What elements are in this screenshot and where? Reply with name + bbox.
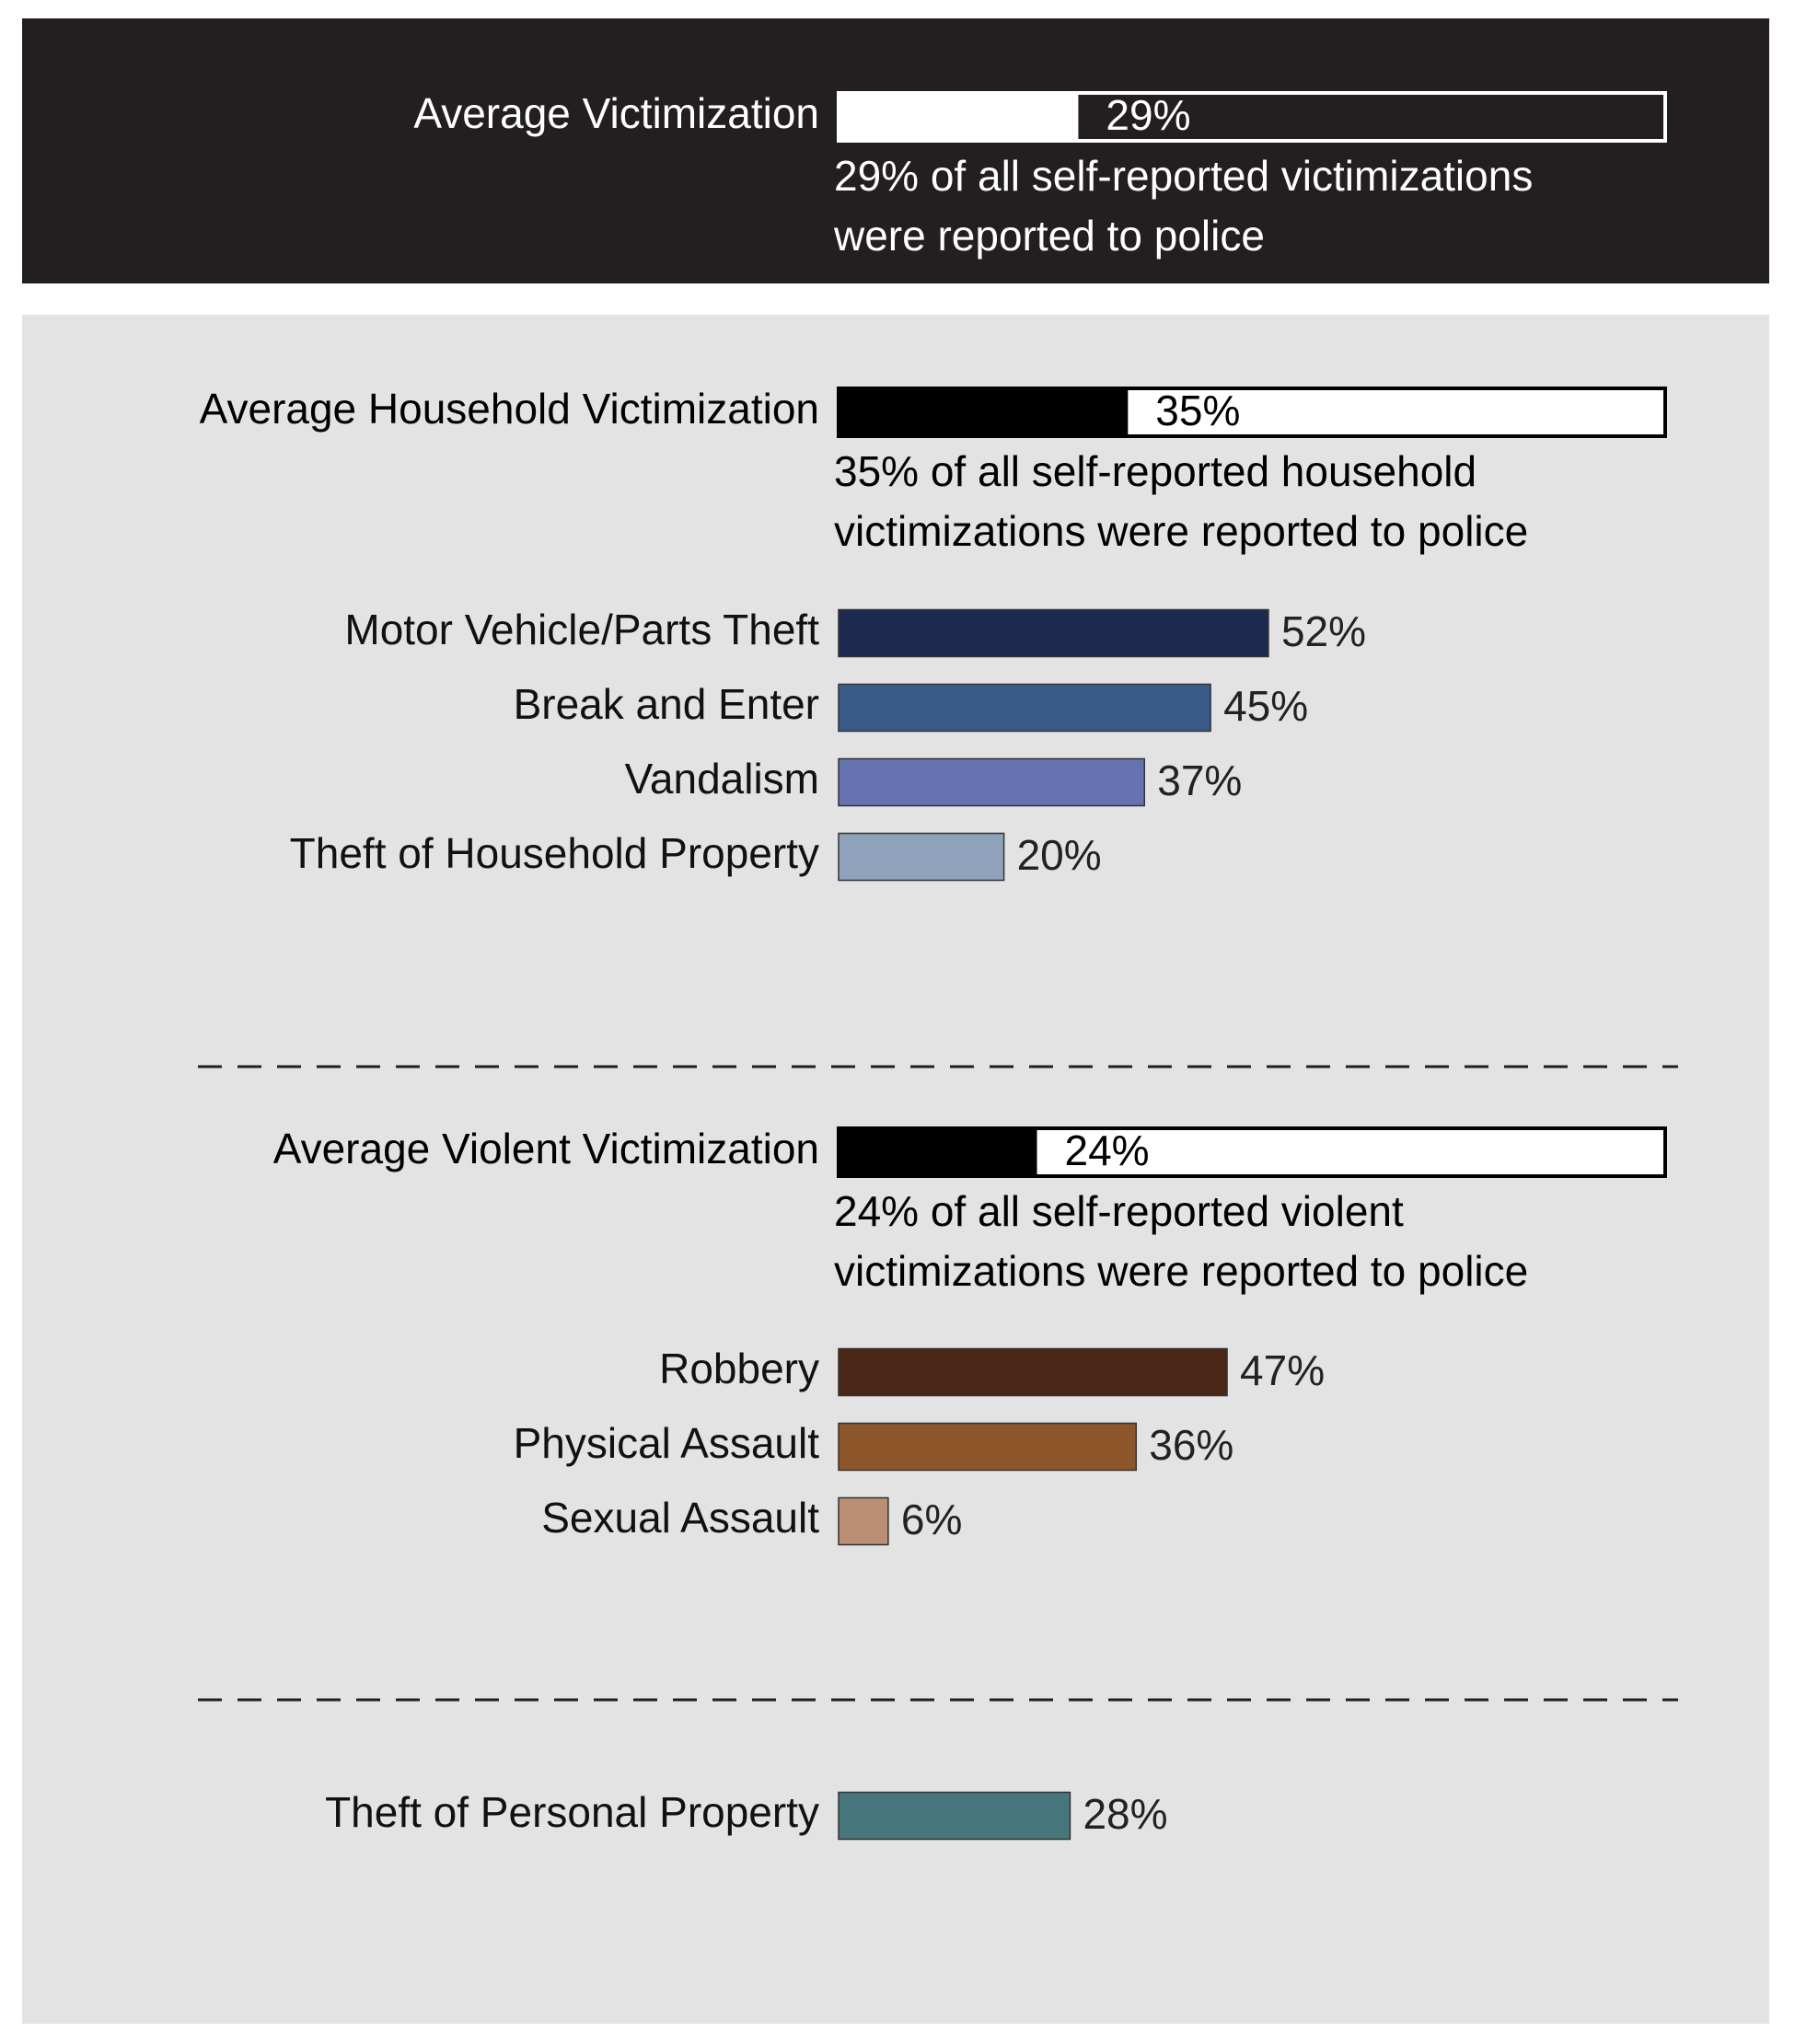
value-label: 6% — [901, 1495, 962, 1543]
bar — [838, 1791, 1071, 1841]
category-label: Break and Enter — [514, 680, 819, 728]
average-note: victimizations were reported to police — [834, 507, 1528, 555]
category-label: Sexual Assault — [541, 1494, 819, 1542]
category-label: Robbery — [659, 1345, 819, 1392]
average-note: 35% of all self-reported household — [834, 447, 1477, 495]
average-bar — [839, 388, 1129, 436]
bar — [838, 757, 1146, 807]
bar — [838, 1496, 889, 1546]
average-label: Average Violent Victimization — [273, 1125, 819, 1172]
bar — [838, 1347, 1228, 1397]
value-label: 37% — [1157, 756, 1242, 804]
average-note: 29% of all self-reported victimizations — [834, 152, 1533, 200]
average-label: Average Household Victimization — [200, 385, 819, 433]
bar — [838, 832, 1005, 882]
average-bar — [839, 93, 1079, 141]
bar — [838, 683, 1211, 733]
bar — [838, 608, 1269, 658]
average-value-label: 29% — [1106, 91, 1190, 139]
average-note: 24% of all self-reported violent — [834, 1187, 1404, 1235]
value-label: 47% — [1240, 1346, 1325, 1394]
value-label: 28% — [1083, 1790, 1167, 1838]
average-label: Average Victimization — [413, 89, 819, 137]
category-label: Vandalism — [625, 755, 819, 803]
value-label: 20% — [1017, 831, 1102, 879]
average-bar — [839, 1128, 1037, 1176]
value-label: 52% — [1281, 607, 1366, 655]
top-panel — [22, 18, 1769, 283]
category-label: Theft of Personal Property — [325, 1788, 819, 1836]
value-label: 36% — [1149, 1421, 1233, 1469]
value-label: 45% — [1223, 682, 1308, 730]
average-value-label: 24% — [1065, 1126, 1150, 1174]
bar — [838, 1422, 1138, 1472]
average-note: victimizations were reported to police — [834, 1247, 1528, 1295]
category-label: Theft of Household Property — [290, 829, 819, 877]
category-label: Physical Assault — [514, 1419, 820, 1467]
category-label: Motor Vehicle/Parts Theft — [344, 606, 819, 653]
average-note: were reported to police — [833, 212, 1265, 260]
average-value-label: 35% — [1155, 387, 1240, 434]
